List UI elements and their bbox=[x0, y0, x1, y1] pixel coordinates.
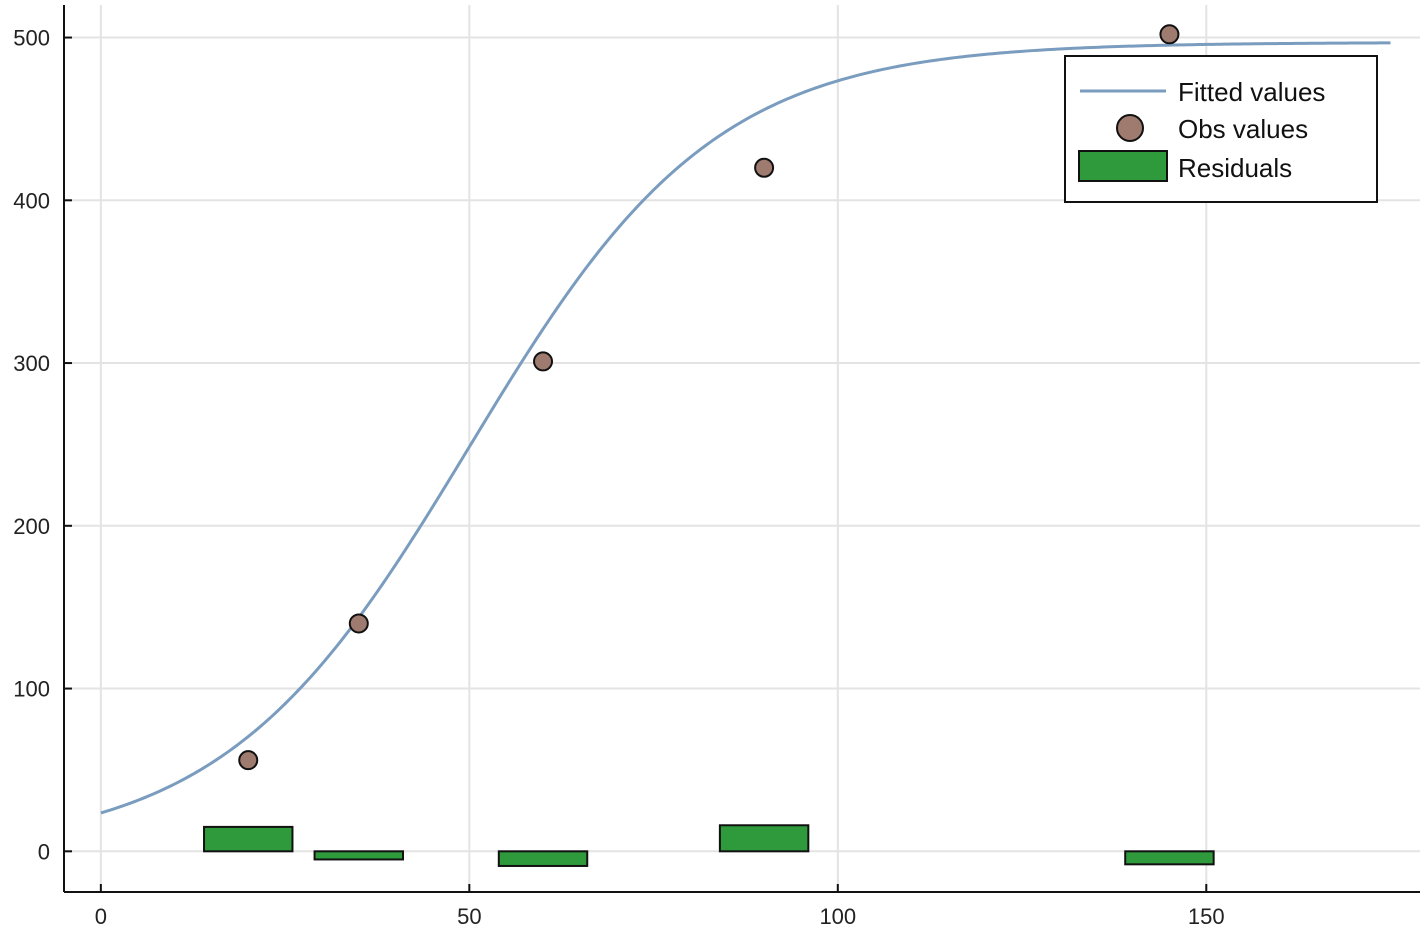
residual-bar bbox=[718, 824, 810, 853]
y-tick-label: 200 bbox=[13, 514, 50, 539]
residual-bar bbox=[203, 825, 294, 853]
legend-label-obs: Obs values bbox=[1178, 114, 1308, 144]
x-tick-label: 0 bbox=[95, 904, 107, 929]
residual-bar bbox=[313, 850, 404, 861]
obs-point bbox=[533, 351, 554, 372]
fitted-curve bbox=[100, 41, 1391, 815]
legend-point-swatch bbox=[1116, 114, 1144, 142]
legend-label-fitted: Fitted values bbox=[1178, 77, 1325, 107]
y-tick-label: 400 bbox=[13, 188, 50, 213]
legend-label-residuals: Residuals bbox=[1178, 153, 1292, 183]
legend: Fitted values Obs values Residuals bbox=[1064, 55, 1378, 203]
residual-bar bbox=[1124, 850, 1215, 866]
axes bbox=[63, 5, 1420, 893]
obs-point bbox=[754, 157, 775, 178]
x-tick-label: 100 bbox=[819, 904, 856, 929]
x-tick-label: 50 bbox=[457, 904, 481, 929]
obs-point bbox=[1159, 24, 1180, 45]
obs-point bbox=[348, 613, 369, 634]
y-tick-label: 500 bbox=[13, 26, 50, 51]
obs-points bbox=[238, 24, 1180, 771]
y-ticks: 0 100 200 300 400 500 bbox=[13, 26, 72, 864]
y-tick-label: 0 bbox=[38, 839, 50, 864]
legend-bar-swatch bbox=[1078, 150, 1168, 182]
y-tick-label: 100 bbox=[13, 677, 50, 702]
y-tick-label: 300 bbox=[13, 351, 50, 376]
fitted-line bbox=[100, 41, 1391, 815]
x-ticks: 0 50 100 150 bbox=[95, 884, 1225, 929]
x-tick-label: 150 bbox=[1188, 904, 1225, 929]
obs-point bbox=[238, 750, 259, 771]
residual-bars bbox=[203, 824, 1215, 867]
residual-bar bbox=[497, 850, 589, 867]
